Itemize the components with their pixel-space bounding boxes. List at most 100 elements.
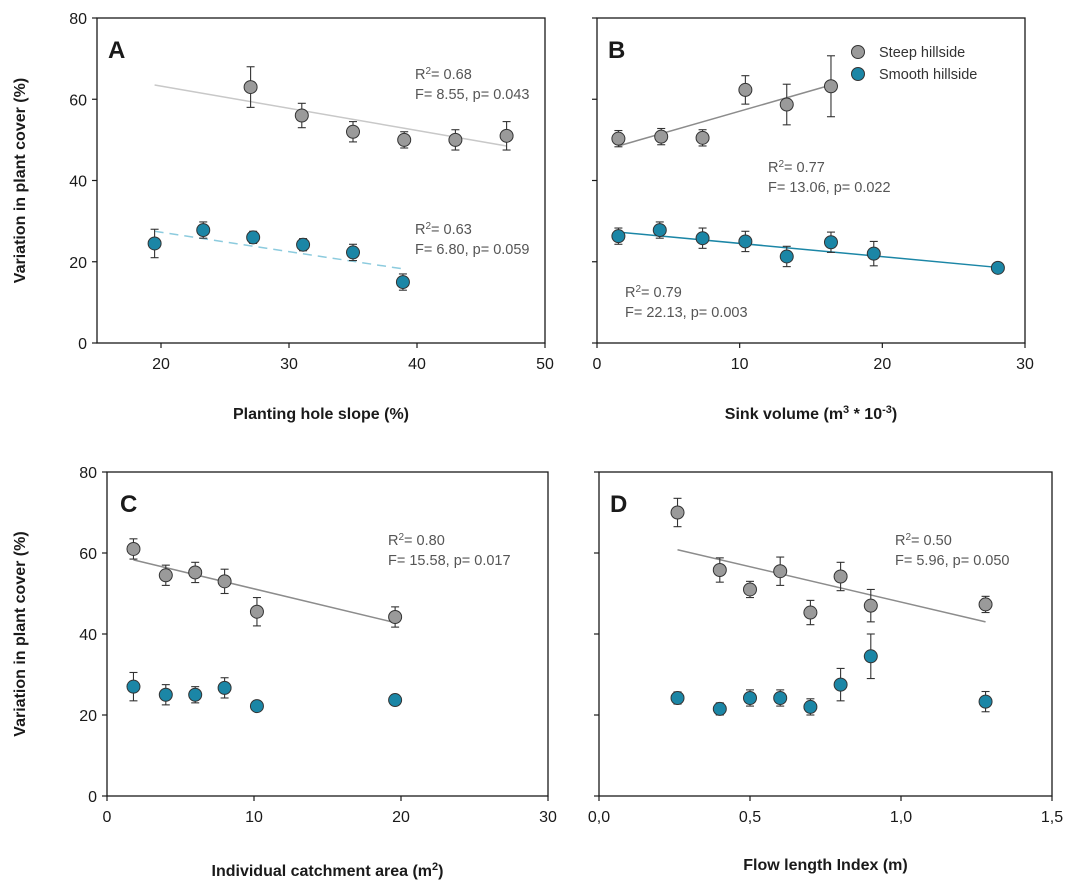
y-tick-label: 20: [79, 708, 97, 725]
data-point: [395, 275, 410, 290]
data-point: [611, 229, 626, 244]
data-point: [126, 541, 141, 556]
y-tick-label: 80: [69, 11, 87, 28]
y-axis-title: Variation in plant cover (%): [12, 78, 29, 283]
plot-frame: [598, 471, 1053, 797]
data-point: [611, 131, 626, 146]
series-smooth: R2= 0.79 F= 22.13, p= 0.003: [611, 221, 1005, 321]
x-tick-label: 50: [536, 356, 554, 373]
data-point: [990, 260, 1005, 275]
data-point: [294, 108, 309, 123]
data-point: [695, 231, 710, 246]
data-point: [249, 699, 264, 714]
panel-letter: B: [608, 37, 625, 64]
f-p-annotation: F= 5.96, p= 0.050: [895, 553, 1009, 569]
x-tick-label: 10: [245, 809, 263, 826]
panel-letter: D: [610, 491, 627, 518]
legend-label: Steep hillside: [879, 45, 965, 61]
y-tick-label: 80: [79, 465, 97, 482]
data-point: [397, 132, 412, 147]
y-tick-label: 20: [69, 255, 87, 272]
regression-line: [677, 549, 986, 623]
data-point: [448, 132, 463, 147]
data-point: [126, 679, 141, 694]
series-steep: R2= 0.77 F= 13.06, p= 0.022: [611, 55, 891, 196]
data-point: [978, 694, 993, 709]
legend-label: Smooth hillside: [879, 67, 977, 83]
series-steep: R2= 0.50 F= 5.96, p= 0.050: [670, 497, 1009, 626]
data-point: [773, 564, 788, 579]
data-point: [296, 237, 311, 252]
series-steep: R2= 0.80 F= 15.58, p= 0.017: [126, 532, 511, 628]
x-axis-title: Individual catchment area (m2): [212, 861, 444, 880]
y-tick-label: 60: [69, 92, 87, 109]
y-tick-label: 0: [88, 789, 97, 806]
x-tick-label: 30: [539, 809, 557, 826]
plot-frame: [106, 471, 549, 797]
x-axis-title: Planting hole slope (%): [233, 406, 409, 423]
data-point: [823, 79, 838, 94]
f-p-annotation: F= 15.58, p= 0.017: [388, 553, 511, 569]
data-point: [712, 563, 727, 578]
data-point: [833, 569, 848, 584]
data-point: [217, 680, 232, 695]
data-point: [866, 246, 881, 261]
panel-c: 0 20 40 60 80 0 10 20 30 Individual catchment are…: [12, 465, 557, 880]
x-axis-title: Sink volume (m3 * 10-3): [725, 404, 897, 423]
data-point: [738, 234, 753, 249]
data-point: [147, 236, 162, 251]
x-tick-label: 1,5: [1041, 809, 1063, 826]
r-squared-annotation: R2= 0.68: [415, 66, 472, 84]
regression-line: [618, 231, 998, 269]
series-smooth: R2= 0.63 F= 6.80, p= 0.059: [147, 221, 529, 291]
data-point: [652, 223, 667, 238]
panel-b: 0 10 20 30 Sink volume (m3 * 10-3) B R2= 0.77 F…: [592, 17, 1034, 423]
data-point: [196, 223, 211, 238]
legend-marker: [851, 67, 865, 81]
f-p-annotation: F= 8.55, p= 0.043: [415, 87, 529, 103]
data-point: [779, 97, 794, 112]
data-point: [738, 82, 753, 97]
data-point: [803, 699, 818, 714]
regression-line: [618, 84, 832, 147]
r-squared-annotation: R2= 0.50: [895, 532, 952, 550]
data-point: [346, 245, 360, 260]
r-squared-annotation: R2= 0.80: [388, 532, 445, 550]
data-point: [743, 582, 757, 597]
legend: Steep hillside Smooth hillside: [851, 45, 977, 83]
r-squared-annotation: R2= 0.63: [415, 221, 472, 239]
panel-a: 0 20 40 60 80 20 30 40 50 Planting hole slope (%)…: [12, 11, 554, 423]
r-squared-annotation: R2= 0.79: [625, 284, 682, 302]
y-tick-label: 60: [79, 546, 97, 563]
data-point: [773, 690, 788, 705]
x-tick-label: 0,0: [588, 809, 610, 826]
x-tick-label: 1,0: [890, 809, 912, 826]
data-point: [346, 124, 360, 139]
plot-frame: [96, 17, 546, 344]
panel-letter: A: [108, 37, 125, 64]
x-tick-label: 20: [392, 809, 410, 826]
data-point: [863, 649, 878, 664]
data-point: [246, 230, 261, 245]
x-tick-label: 0,5: [739, 809, 761, 826]
x-axis-title: Flow length Index (m): [743, 857, 907, 874]
x-tick-label: 20: [873, 356, 891, 373]
data-point: [243, 80, 258, 95]
f-p-annotation: F= 13.06, p= 0.022: [768, 180, 891, 196]
r-squared-annotation: R2= 0.77: [768, 159, 825, 177]
data-point: [188, 687, 203, 702]
data-point: [217, 574, 232, 589]
x-tick-label: 10: [731, 356, 749, 373]
data-point: [654, 129, 669, 144]
y-tick-label: 0: [78, 336, 87, 353]
data-point: [823, 235, 838, 250]
data-point: [833, 677, 848, 692]
data-point: [670, 505, 685, 520]
x-tick-label: 30: [1016, 356, 1034, 373]
data-point: [158, 568, 173, 583]
data-point: [712, 701, 727, 716]
data-point: [695, 130, 710, 145]
x-tick-label: 30: [280, 356, 298, 373]
panel-d: 0,0 0,5 1,0 1,5 Flow length Index (m) D R2= 0.…: [588, 471, 1063, 874]
